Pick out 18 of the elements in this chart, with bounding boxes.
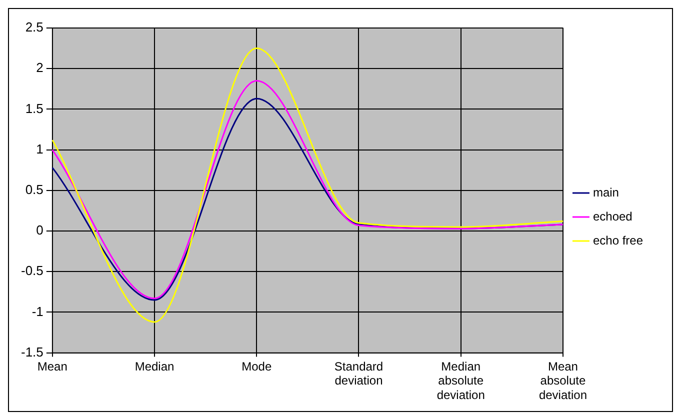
legend-label: echoed [592,209,632,224]
legend-label: main [592,185,619,200]
y-tick-label: 2.5 [25,20,44,35]
y-tick-label: 2 [36,60,44,76]
y-tick-label: 1 [36,141,44,156]
x-tick-label: Mean [37,359,68,374]
x-tick-label: Median absolute deviation [436,359,485,402]
y-tick-label: -0.5 [20,263,44,278]
y-tick-label: 1.5 [25,100,44,116]
legend-label: echo free [592,233,644,248]
y-tick-label: 0.5 [25,182,44,197]
y-tick-label: -1.5 [20,344,44,360]
x-tick-label: Standard deviation [334,359,384,388]
x-tick-label: Mode [242,359,272,374]
x-tick-label: Mean absolute deviation [538,359,587,402]
x-tick-label: Median [134,359,174,374]
y-tick-label: 0 [36,222,44,238]
y-tick-label: -1 [32,304,44,319]
